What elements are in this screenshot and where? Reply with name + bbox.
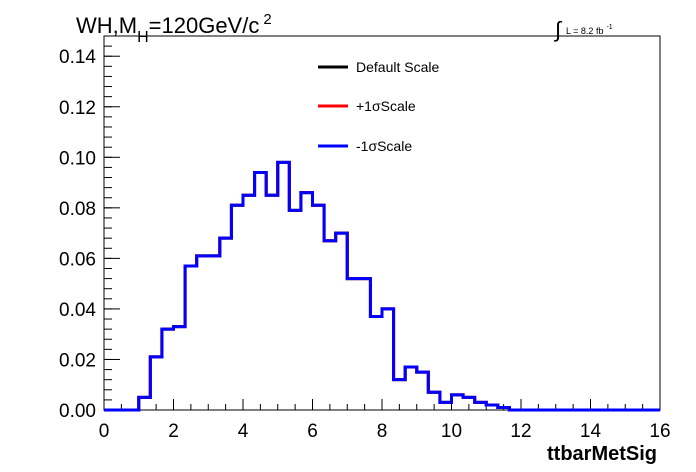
lumi-superscript: -1 <box>606 24 612 31</box>
chart-title-subscript: H <box>137 29 149 46</box>
lumi-label: L = 8.2 fb -1 <box>566 24 613 36</box>
axis-ticks <box>103 35 661 411</box>
y-tick-label: 0.14 <box>59 47 96 68</box>
chart-title-main: WH,M <box>76 13 137 38</box>
x-tick-label: 14 <box>580 421 602 442</box>
series-plus-sigma-scale <box>104 160 660 412</box>
lumi-integral-symbol: ∫ <box>553 17 563 42</box>
y-tick-label: 0.04 <box>59 300 96 321</box>
legend-label-minus-sigma-scale: -1σScale <box>356 138 412 154</box>
chart-title-rest: =120GeV/c <box>149 13 260 38</box>
y-tick-label: 0.02 <box>59 350 96 371</box>
x-tick-label: 6 <box>307 421 318 442</box>
series-default-scale <box>104 160 660 412</box>
x-tick-label: 8 <box>377 421 388 442</box>
chart-title-superscript: 2 <box>263 11 271 28</box>
x-tick-label: 0 <box>99 421 110 442</box>
y-tick-labels: 0.00 0.02 0.04 0.06 0.08 0.10 0.12 0.14 <box>59 47 96 422</box>
series-minus-sigma-scale <box>104 160 660 412</box>
y-tick-label: 0.12 <box>59 98 96 119</box>
legend-label-default-scale: Default Scale <box>356 59 439 75</box>
x-axis-label: ttbarMetSig <box>547 443 657 465</box>
x-tick-labels: 0 2 4 6 8 10 12 14 16 <box>99 421 671 442</box>
legend-label-plus-sigma-scale: +1σScale <box>356 98 416 114</box>
x-tick-label: 4 <box>238 421 249 442</box>
lumi-text: L = 8.2 fb <box>566 26 603 36</box>
x-tick-label: 10 <box>441 421 462 442</box>
y-tick-label: 0.10 <box>59 148 96 169</box>
x-tick-label: 2 <box>168 421 179 442</box>
legend: Default Scale +1σScale -1σScale <box>318 59 439 154</box>
plot-frame <box>103 35 661 411</box>
series-layer <box>104 160 660 412</box>
chart-title: WH,MH=120GeV/c 2 <box>76 11 272 46</box>
y-tick-label: 0.06 <box>59 249 96 270</box>
y-tick-label: 0.00 <box>59 401 96 422</box>
y-tick-label: 0.08 <box>59 199 96 220</box>
x-tick-label: 16 <box>649 421 670 442</box>
x-tick-label: 12 <box>510 421 531 442</box>
